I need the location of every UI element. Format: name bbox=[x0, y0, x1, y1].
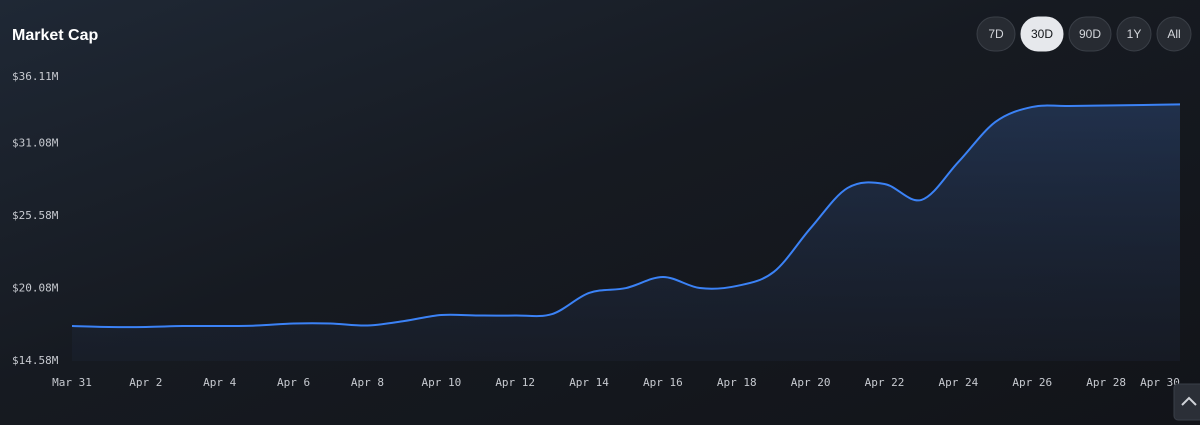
scroll-top-button[interactable] bbox=[1173, 383, 1200, 421]
chart-title: Market Cap bbox=[12, 27, 98, 44]
button-label: 1Y bbox=[1127, 27, 1142, 41]
x-tick-label: Apr 12 bbox=[495, 376, 535, 389]
x-tick-label: Mar 31 bbox=[52, 376, 92, 389]
x-tick-label: Apr 16 bbox=[643, 376, 683, 389]
plot-area: $14.58M $20.08M $25.58M $31.08M $36.11M Mar 3… bbox=[12, 70, 1181, 389]
y-tick-label: $14.58M bbox=[12, 354, 59, 367]
x-tick-label: Apr 14 bbox=[569, 376, 609, 389]
range-selector: 7D 30D 90D 1Y All bbox=[976, 16, 1192, 52]
x-tick-label: Apr 20 bbox=[791, 376, 831, 389]
x-tick-label: Apr 4 bbox=[203, 376, 236, 389]
button-background bbox=[976, 16, 1016, 52]
x-tick-label: Apr 6 bbox=[277, 376, 310, 389]
button-background bbox=[1116, 16, 1152, 52]
x-tick-label: Apr 8 bbox=[351, 376, 384, 389]
button-label: 7D bbox=[988, 27, 1004, 41]
x-tick-label: Apr 10 bbox=[421, 376, 461, 389]
x-tick-label: Apr 24 bbox=[939, 376, 979, 389]
button-background bbox=[1156, 16, 1192, 52]
button-label: All bbox=[1167, 27, 1180, 41]
area-fill bbox=[72, 104, 1180, 361]
y-tick-label: $31.08M bbox=[12, 136, 59, 149]
x-tick-label: Apr 30 bbox=[1140, 376, 1180, 389]
x-tick-label: Apr 28 bbox=[1086, 376, 1126, 389]
range-button[interactable]: 7D bbox=[976, 16, 1016, 52]
line bbox=[71, 103, 1181, 329]
x-tick-label: Apr 26 bbox=[1012, 376, 1052, 389]
x-tick-label: Apr 2 bbox=[129, 376, 162, 389]
y-tick-label: $25.58M bbox=[12, 209, 59, 222]
range-button[interactable]: 30D bbox=[1020, 16, 1064, 52]
button-background bbox=[1068, 16, 1112, 52]
button-background bbox=[1020, 16, 1064, 52]
button-label: 90D bbox=[1079, 27, 1101, 41]
range-button[interactable]: 90D bbox=[1068, 16, 1112, 52]
x-tick-label: Apr 18 bbox=[717, 376, 757, 389]
x-tick-label: Apr 22 bbox=[865, 376, 905, 389]
range-button[interactable]: All bbox=[1156, 16, 1192, 52]
y-tick-label: $20.08M bbox=[12, 281, 59, 294]
range-button[interactable]: 1Y bbox=[1116, 16, 1152, 52]
button-label: 30D bbox=[1031, 27, 1053, 41]
y-tick-label: $36.11M bbox=[12, 70, 59, 83]
